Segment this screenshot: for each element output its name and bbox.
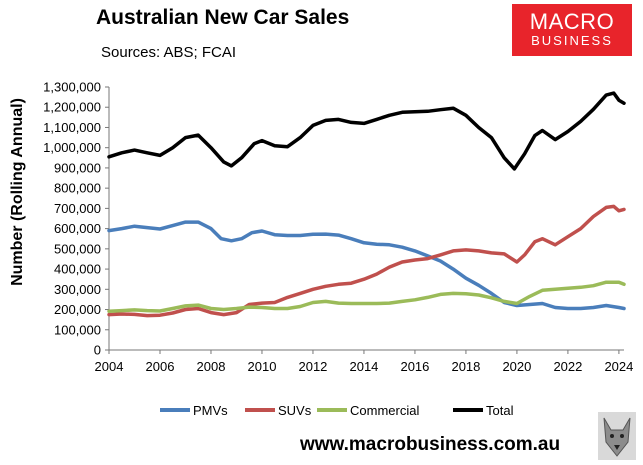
y-tick-label: 1,300,000 [43,80,101,95]
x-tick-label: 2022 [553,359,582,374]
x-tick-label: 2006 [146,359,175,374]
chart-sources: Sources: ABS; FCAI [101,44,237,61]
macrobusiness-logo: MACRO BUSINESS [512,4,632,56]
y-tick-label: 800,000 [54,181,101,196]
y-tick-label: 1,200,000 [43,100,101,115]
x-tick-label: 2024 [604,359,633,374]
y-tick-label: 300,000 [54,282,101,297]
y-tick-label: 100,000 [54,322,101,337]
logo-line-1: MACRO [529,9,615,34]
x-tick-label: 2020 [502,359,531,374]
y-tick-label: 0 [94,343,101,358]
x-tick-label: 2012 [298,359,327,374]
y-tick-label: 500,000 [54,241,101,256]
y-tick-label: 700,000 [54,201,101,216]
logo-line-2: BUSINESS [531,33,613,48]
wolf-mascot-icon [598,412,636,460]
legend-label-suvs: SUVs [278,403,312,418]
x-tick-label: 2016 [400,359,429,374]
y-axis-label: Number (Rolling Annual) [9,98,26,286]
y-tick-label: 600,000 [54,221,101,236]
series-line-pmvs [107,220,626,311]
series-line-suvs [107,204,626,318]
y-tick-label: 1,100,000 [43,120,101,135]
x-tick-label: 2008 [197,359,226,374]
x-tick-label: 2018 [451,359,480,374]
series-line-total [107,91,626,171]
y-tick-label: 400,000 [54,262,101,277]
legend-label-commercial: Commercial [350,403,419,418]
y-tick-label: 900,000 [54,160,101,175]
chart-title: Australian New Car Sales [96,6,350,29]
x-tick-label: 2014 [349,359,378,374]
x-tick-label: 2010 [248,359,277,374]
legend-label-total: Total [486,403,514,418]
x-tick-label: 2004 [95,359,124,374]
y-tick-label: 1,000,000 [43,140,101,155]
y-tick-label: 200,000 [54,302,101,317]
legend-label-pmvs: PMVs [193,403,228,418]
website-url[interactable]: www.macrobusiness.com.au [300,434,561,455]
series-line-commercial [107,280,626,313]
